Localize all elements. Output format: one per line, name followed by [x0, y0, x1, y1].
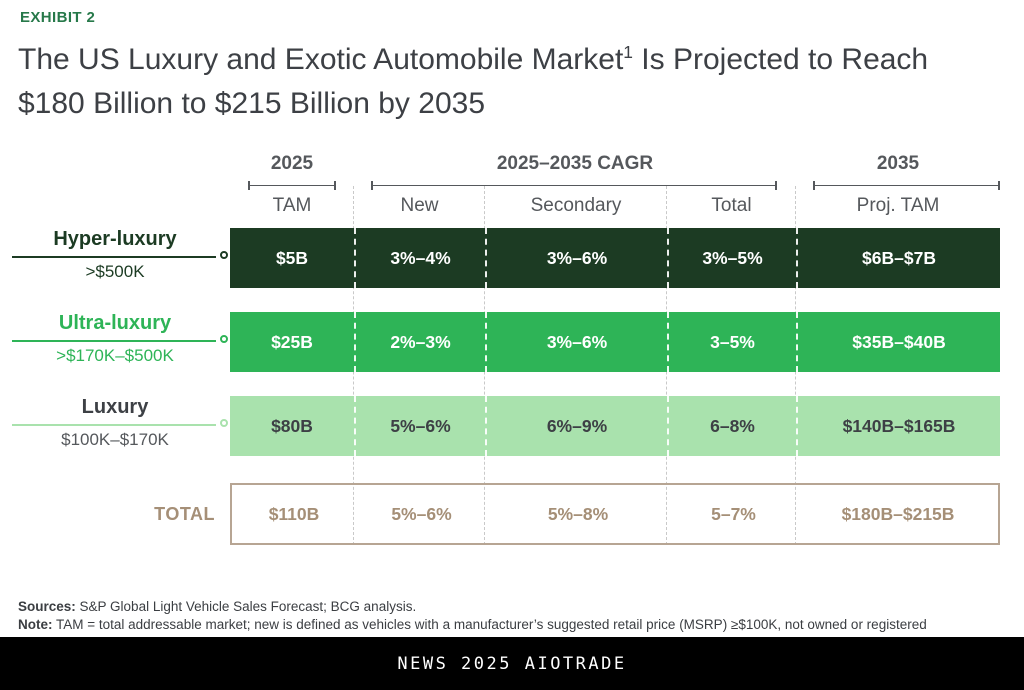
column-group-2035: 2035: [876, 153, 920, 174]
price-range-hyper-luxury: >$500K: [85, 262, 145, 281]
cell-cagr-secondary: 3%–6%: [485, 312, 667, 372]
segment-label-hyper-luxury: Hyper-luxury: [53, 228, 177, 250]
connector-dot-icon: [220, 335, 228, 343]
cell-cagr-secondary: 6%–9%: [485, 396, 667, 456]
footer-note: Note: TAM = total addressable market; ne…: [18, 617, 927, 632]
segment-label-ultra-luxury: Ultra-luxury: [58, 312, 172, 334]
cell-cagr-total: 5–7%: [711, 503, 756, 524]
news-banner: NEWS 2025 AIOTRADE: [0, 637, 1024, 690]
total-row: $110B 5%–6% 5%–8% 5–7% $180B–$215B: [230, 483, 1000, 545]
cell-cagr-total: 6–8%: [667, 396, 796, 456]
cell-proj-tam: $35B–$40B: [796, 312, 1000, 372]
column-group-2025: 2025: [270, 153, 314, 174]
price-range-luxury: $100K–$170K: [61, 430, 169, 449]
cell-cagr-total: 3%–5%: [667, 228, 796, 288]
column-header-proj-tam: Proj. TAM: [856, 195, 940, 216]
connector-line-luxury: [12, 419, 228, 427]
cell-proj-tam: $180B–$215B: [841, 503, 955, 524]
cell-cagr-new: 5%–6%: [354, 396, 485, 456]
sources-label: Sources:: [18, 599, 76, 614]
connector-dot-icon: [220, 251, 228, 259]
segment-label-luxury: Luxury: [81, 396, 149, 418]
cell-cagr-new: 3%–4%: [354, 228, 485, 288]
range-bracket-cagr: [371, 181, 777, 190]
column-group-cagr: 2025–2035 CAGR: [496, 153, 654, 174]
title-line1-post: Is Projected to Reach: [632, 43, 929, 76]
banner-text: NEWS 2025 AIOTRADE: [397, 653, 627, 674]
cell-cagr-new: 2%–3%: [354, 312, 485, 372]
footer-sources: Sources: S&P Global Light Vehicle Sales …: [18, 599, 416, 614]
cell-cagr-total: 3–5%: [667, 312, 796, 372]
range-bracket-2025: [248, 181, 336, 190]
column-header-tam: TAM: [272, 195, 312, 216]
cell-cagr-new: 5%–6%: [391, 503, 452, 524]
cell-tam: $80B: [271, 415, 313, 436]
segment-bar-hyper-luxury: $5B 3%–4% 3%–6% 3%–5% $6B–$7B: [230, 228, 1000, 288]
segment-label-total: TOTAL: [154, 504, 215, 524]
cell-tam: $5B: [275, 247, 309, 268]
exhibit-label: EXHIBIT 2: [20, 9, 96, 26]
column-header-total: Total: [711, 195, 752, 216]
title-line1-pre: The US Luxury and Exotic Automobile Mark…: [18, 43, 624, 76]
column-header-new: New: [400, 195, 439, 216]
connector-dot-icon: [220, 419, 228, 427]
title-footnote-marker: 1: [623, 42, 633, 62]
cell-tam: $25B: [271, 331, 313, 352]
connector-line-hyper-luxury: [12, 251, 228, 259]
cell-cagr-secondary: 5%–8%: [547, 503, 609, 524]
cell-tam: $110B: [268, 503, 320, 524]
sources-text: S&P Global Light Vehicle Sales Forecast;…: [75, 599, 417, 614]
segment-bar-ultra-luxury: $25B 2%–3% 3%–6% 3–5% $35B–$40B: [230, 312, 1000, 372]
note-label: Note:: [18, 617, 53, 632]
range-bracket-2035: [813, 181, 1000, 190]
title-line2: $180 Billion to $215 Billion by 2035: [18, 87, 486, 120]
column-header-secondary: Secondary: [530, 195, 622, 216]
segment-bar-luxury: $80B 5%–6% 6%–9% 6–8% $140B–$165B: [230, 396, 1000, 456]
price-range-ultra-luxury: >$170K–$500K: [56, 346, 174, 365]
connector-line-ultra-luxury: [12, 335, 228, 343]
page-title: The US Luxury and Exotic Automobile Mark…: [18, 38, 1013, 126]
note-text: TAM = total addressable market; new is d…: [52, 617, 927, 632]
cell-proj-tam: $140B–$165B: [796, 396, 1000, 456]
cell-cagr-secondary: 3%–6%: [485, 228, 667, 288]
cell-proj-tam: $6B–$7B: [796, 228, 1000, 288]
